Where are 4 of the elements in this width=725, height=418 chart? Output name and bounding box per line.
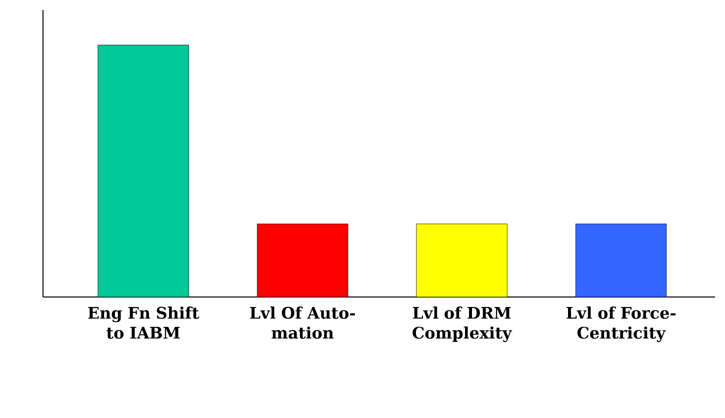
x-tick-label: Eng Fn Shift to IABM <box>88 306 200 339</box>
x-tick-label: Lvl of Force-Centricity <box>566 306 676 342</box>
x-tick-label: Lvl of DRM Complexity <box>412 306 512 342</box>
x-tick-label: Lvl Of Auto-mation <box>250 306 355 339</box>
